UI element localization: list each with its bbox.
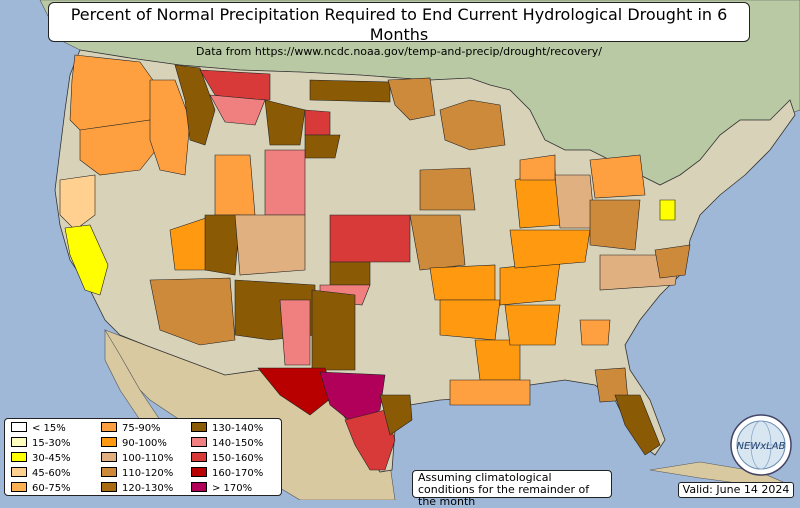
legend-item: 160-170% (191, 467, 263, 480)
region-fl (614, 394, 661, 456)
region-mn (387, 77, 436, 121)
legend-swatch (101, 422, 117, 432)
legend-item: 45-60% (11, 467, 71, 480)
region-colorado-pink (264, 149, 306, 216)
legend-swatch (191, 467, 207, 477)
region-ca-light (59, 174, 96, 231)
region-montana-pink (209, 94, 266, 126)
legend-item: 30-45% (11, 452, 71, 465)
region-montana-w (174, 64, 216, 146)
region-kansas-red (329, 214, 411, 263)
newxlab-logo: NEWxLAB (730, 414, 792, 476)
title-box: Percent of Normal Precipitation Required… (48, 2, 750, 58)
region-ky (509, 229, 591, 269)
map-subtitle: Data from https://www.ncdc.noaa.gov/temp… (196, 45, 602, 58)
legend-item: < 15% (11, 422, 66, 435)
legend-item: 140-150% (191, 437, 263, 450)
region-wyoming (264, 99, 306, 146)
legend-swatch (101, 437, 117, 447)
region-az (149, 277, 236, 346)
assumption-note: Assuming climatological conditions for t… (412, 470, 612, 508)
region-sd (304, 109, 331, 136)
region-tn (499, 261, 561, 306)
legend-swatch (101, 467, 117, 477)
region-idaho (149, 79, 191, 176)
legend-item: 100-110% (101, 452, 173, 465)
valid-date: Valid: June 14 2024 (678, 482, 794, 498)
region-nd-brown (309, 79, 391, 103)
legend-swatch (11, 422, 27, 432)
region-mi (519, 154, 556, 181)
region-gulf (449, 379, 531, 406)
legend-swatch (191, 437, 207, 447)
region-la (439, 299, 501, 341)
legend-item: 60-75% (11, 482, 71, 495)
legend-swatch (191, 482, 207, 492)
region-tx-darkred (257, 367, 336, 416)
logo-text: NEWxLAB (737, 441, 786, 452)
map-title: Percent of Normal Precipitation Required… (70, 5, 728, 44)
legend-item: 150-160% (191, 452, 263, 465)
region-ms (474, 339, 521, 381)
region-tx-pan (311, 289, 356, 371)
legend-item: 110-120% (101, 467, 173, 480)
legend-swatch (11, 437, 27, 447)
region-al (504, 304, 561, 346)
region-mo (409, 214, 466, 271)
legend-item: 90-100% (101, 437, 167, 450)
legend-swatch (11, 452, 27, 462)
region-wi (439, 99, 506, 151)
legend-item: 130-140% (191, 422, 263, 435)
region-tx-brown (379, 394, 413, 436)
region-ne-brown (304, 134, 341, 159)
legend: < 15% 15-30% 30-45% 45-60% 60-75% 75-90%… (4, 418, 282, 496)
region-nc-east (654, 244, 691, 279)
legend-item: > 170% (191, 482, 252, 495)
legend-swatch (101, 452, 117, 462)
drought-regions (59, 54, 691, 471)
legend-swatch (191, 452, 207, 462)
region-wv (589, 199, 641, 251)
region-utah (214, 154, 256, 216)
region-ca-yellow (64, 224, 109, 296)
region-kansas-brown (329, 261, 371, 286)
legend-item: 15-30% (11, 437, 71, 450)
legend-swatch (191, 422, 207, 432)
region-nm-pink (279, 299, 311, 366)
region-pa (589, 154, 646, 199)
region-ia (419, 167, 476, 211)
region-md (659, 199, 676, 221)
legend-swatch (101, 482, 117, 492)
region-oh (554, 174, 596, 229)
region-ar (429, 264, 496, 301)
legend-item: 120-130% (101, 482, 173, 495)
legend-item: 75-90% (101, 422, 161, 435)
region-colo-tan (234, 214, 306, 276)
legend-swatch (11, 482, 27, 492)
region-utah-brown (204, 214, 241, 276)
legend-swatch (11, 467, 27, 477)
region-sc (579, 319, 611, 346)
